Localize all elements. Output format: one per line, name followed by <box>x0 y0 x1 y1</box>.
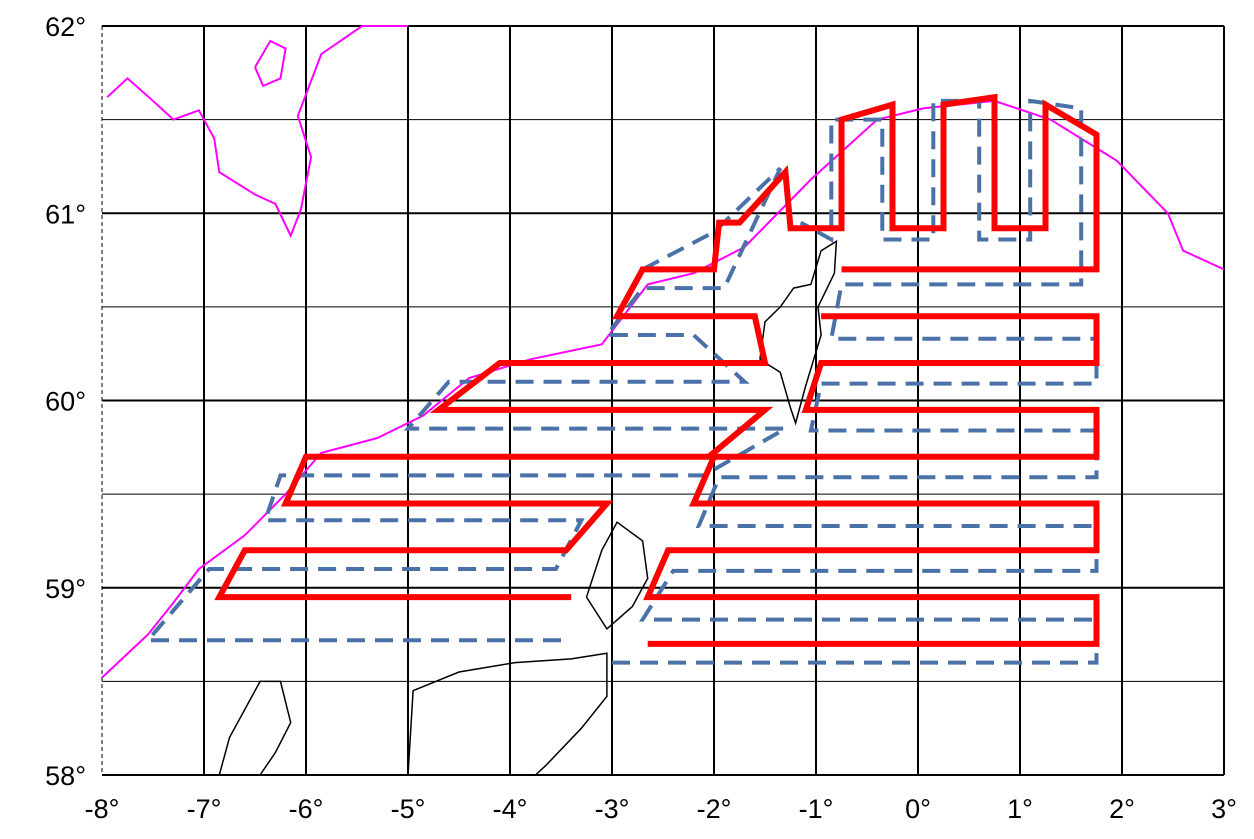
coastline-path <box>407 652 608 776</box>
longitude-tick-label: -7° <box>187 794 222 824</box>
survey-track-solid <box>214 93 1100 601</box>
longitude-tick-label: 1° <box>1007 794 1033 824</box>
shelf-contour-line <box>254 39 287 88</box>
longitude-tick-label: 2° <box>1109 794 1135 824</box>
latitude-tick-label: 60° <box>45 387 86 417</box>
longitude-tick-label: 0° <box>905 794 931 824</box>
latitude-tick-label: 58° <box>45 761 86 791</box>
longitude-tick-label: -8° <box>85 794 120 824</box>
latitude-tick-label: 62° <box>45 12 86 42</box>
shelf-contour-line <box>101 99 1225 679</box>
survey-track-solid <box>643 313 1100 647</box>
survey-track-dashed <box>612 98 1099 665</box>
longitude-tick-label: -6° <box>289 794 324 824</box>
survey-track-dashed <box>143 166 793 643</box>
shelf-contour <box>101 25 1225 679</box>
longitude-tick-label: -4° <box>493 794 528 824</box>
latitude-tick-labels: 62° 61° 60° 59° 58° <box>45 12 86 791</box>
coastline <box>218 239 838 776</box>
longitude-tick-labels: -8° -7° -6° -5° -4° -3° -2° -1° 0° 1° 2° 3° <box>85 794 1237 824</box>
shelf-contour-line <box>106 25 408 239</box>
longitude-tick-label: -1° <box>799 794 834 824</box>
coastline-path <box>759 239 838 426</box>
latitude-tick-label: 61° <box>45 199 86 229</box>
longitude-tick-label: 3° <box>1211 794 1237 824</box>
latitude-tick-label: 59° <box>45 574 86 604</box>
longitude-tick-label: -5° <box>391 794 426 824</box>
grid-lines <box>101 25 1225 776</box>
longitude-tick-label: -3° <box>595 794 630 824</box>
longitude-tick-label: -2° <box>697 794 732 824</box>
coastline-path <box>218 680 292 776</box>
coastline-path <box>585 521 649 631</box>
survey-tracks <box>143 93 1100 665</box>
